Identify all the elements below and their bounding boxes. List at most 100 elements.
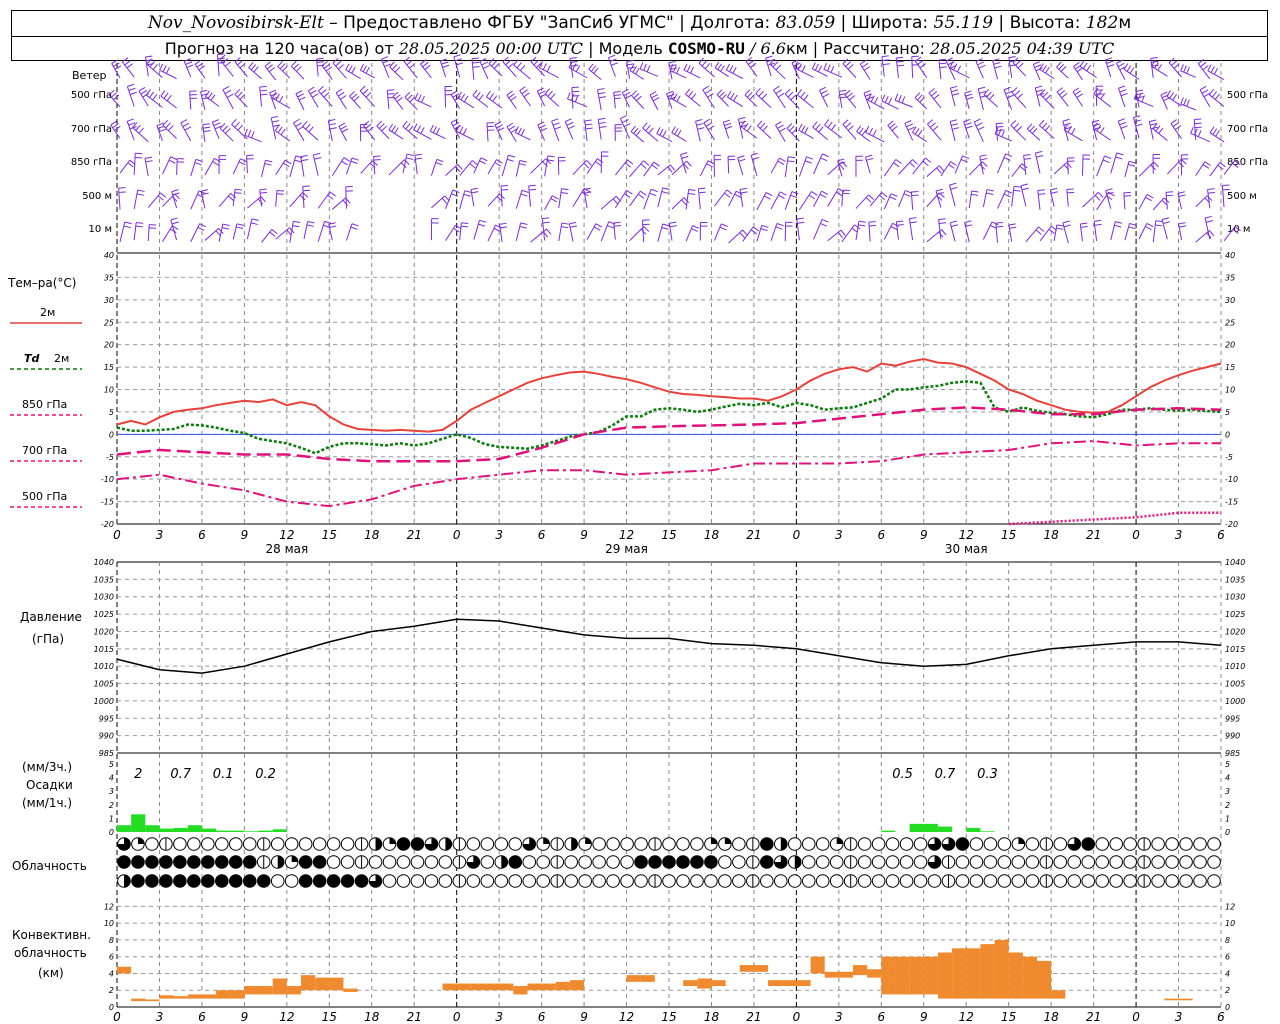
wind-barb-feather bbox=[327, 194, 334, 200]
wind-barb-feather bbox=[391, 64, 398, 70]
temp-xtick: 9 bbox=[580, 528, 588, 542]
cloud-circle bbox=[592, 874, 606, 888]
wind-barb-shaft bbox=[402, 126, 418, 140]
cloud-circle bbox=[494, 837, 509, 851]
wind-barb-shaft bbox=[1066, 158, 1069, 175]
cloud-symbol bbox=[732, 837, 746, 851]
wind-barb-feather bbox=[328, 222, 336, 225]
precip-ytick-left: 4 bbox=[109, 774, 114, 783]
wind-barb-feather bbox=[1042, 91, 1049, 98]
wind-barb-shaft bbox=[1082, 191, 1099, 208]
wind-barb-shaft bbox=[728, 229, 743, 244]
cloud-circle bbox=[662, 837, 676, 851]
cloud-circle bbox=[187, 837, 201, 851]
wind-barb bbox=[796, 217, 805, 241]
wind-barb bbox=[968, 161, 988, 176]
cloud-half bbox=[794, 855, 802, 869]
wind-barb bbox=[202, 123, 211, 142]
wind-barb-feather bbox=[1177, 191, 1185, 194]
wind-barb-shaft bbox=[269, 92, 277, 110]
wind-barb-feather bbox=[821, 218, 829, 223]
wind-barb-feather bbox=[584, 119, 592, 122]
wind-barb bbox=[1223, 160, 1241, 175]
wind-barb-feather bbox=[569, 225, 578, 228]
wind-barb-feather bbox=[791, 128, 798, 134]
cloud-circle bbox=[424, 874, 439, 888]
cloud-circle bbox=[1123, 855, 1137, 869]
wind-barb-feather bbox=[203, 126, 211, 129]
wind-barb-feather bbox=[237, 60, 244, 66]
cloud-three-quarter bbox=[1067, 837, 1081, 851]
cloud-symbol bbox=[983, 855, 998, 869]
wind-barb-shaft bbox=[133, 222, 137, 241]
wind-barb bbox=[162, 225, 179, 242]
wind-barb bbox=[813, 153, 829, 175]
wind-barb-feather bbox=[611, 62, 618, 66]
cloud-quarter bbox=[389, 837, 396, 844]
wind-barb-shaft bbox=[132, 127, 149, 143]
cloud-symbol bbox=[173, 855, 187, 869]
wind-barb bbox=[264, 61, 277, 81]
wind-barb-feather bbox=[406, 94, 413, 101]
wind-barb-feather bbox=[1129, 67, 1135, 74]
cloud-symbol bbox=[368, 855, 383, 869]
wind-barb-feather bbox=[842, 58, 849, 65]
wind-barb bbox=[486, 122, 495, 142]
wind-barb-feather bbox=[1115, 221, 1123, 224]
wind-barb-feather bbox=[149, 61, 155, 68]
wind-barb-shaft bbox=[1208, 94, 1225, 107]
wind-barb-shaft bbox=[621, 92, 630, 108]
wind-barb-feather bbox=[221, 227, 230, 230]
cloud-symbol bbox=[662, 837, 676, 851]
wind-barb bbox=[1082, 191, 1104, 208]
wind-barb-feather bbox=[400, 162, 407, 169]
wind-barb bbox=[818, 86, 830, 108]
wind-barb-shaft bbox=[769, 63, 786, 80]
wind-barb-feather bbox=[949, 182, 957, 186]
wind-barb-feather bbox=[950, 220, 958, 224]
cloud-symbol bbox=[676, 855, 690, 869]
wind-barb-shaft bbox=[1011, 91, 1027, 108]
wind-barb-feather bbox=[1010, 120, 1017, 126]
wind-barb-shaft bbox=[558, 188, 563, 208]
wind-barb bbox=[1204, 215, 1213, 240]
wind-barb-feather bbox=[859, 59, 867, 65]
wind-barb-feather bbox=[1086, 64, 1091, 72]
cloud-circle bbox=[871, 855, 886, 869]
wind-barb-feather bbox=[510, 128, 517, 134]
wind-barb-feather bbox=[1166, 90, 1172, 97]
temp-xtick: 6 bbox=[538, 528, 546, 542]
wind-barb-feather bbox=[441, 61, 449, 65]
wind-barb-shaft bbox=[607, 57, 616, 77]
wind-barb-feather bbox=[248, 61, 254, 68]
wind-barb-shaft bbox=[519, 90, 531, 107]
wind-barb-shaft bbox=[657, 187, 664, 208]
cloud-overcast bbox=[396, 837, 411, 851]
wind-barb-feather bbox=[1151, 64, 1159, 67]
wind-barb bbox=[470, 187, 479, 207]
wind-barb-feather bbox=[332, 57, 339, 64]
cloud-symbol bbox=[173, 874, 187, 888]
wind-barb-feather bbox=[165, 122, 171, 129]
wind-barb-feather bbox=[735, 190, 743, 195]
wind-barb-feather bbox=[1180, 64, 1184, 72]
cloud-circle bbox=[578, 855, 592, 869]
cloud-circle bbox=[871, 874, 886, 888]
wind-barb-feather bbox=[870, 95, 875, 103]
wind-barb bbox=[514, 126, 531, 141]
cloud-symbol bbox=[284, 874, 299, 888]
wind-barb-feather bbox=[598, 121, 606, 124]
temp-series-line bbox=[116, 440, 1221, 508]
wind-barb-feather bbox=[893, 162, 900, 168]
wind-barb bbox=[1053, 162, 1072, 175]
wind-barb-feather bbox=[560, 192, 568, 195]
wind-barb-feather bbox=[542, 221, 550, 224]
wind-level-label-left: 850 гПа bbox=[71, 157, 112, 168]
wind-barb-feather bbox=[904, 120, 912, 124]
cloud-symbol bbox=[1109, 855, 1123, 869]
wind-barb bbox=[316, 57, 325, 77]
wind-barb-feather bbox=[898, 95, 902, 102]
cloud-overcast bbox=[662, 855, 676, 869]
wind-barb bbox=[453, 54, 464, 78]
wind-barb-feather bbox=[739, 232, 745, 239]
